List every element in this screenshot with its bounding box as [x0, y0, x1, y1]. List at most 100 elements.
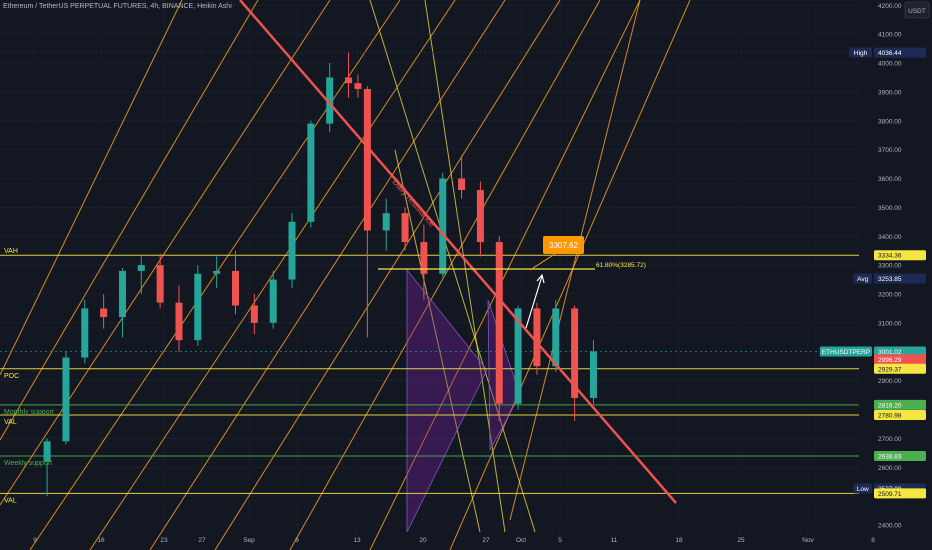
time-tick: 6: [295, 537, 299, 544]
time-tick: 18: [675, 537, 683, 544]
time-tick: 27: [198, 537, 206, 544]
candle-body: [345, 77, 353, 84]
fan-line: [214, 0, 561, 550]
candle-body: [458, 178, 466, 191]
price-markers: 4036.44High3334.363253.85Avg3001.0203:23…: [819, 47, 926, 499]
candles: [43, 52, 597, 497]
price-marker-value: 2780.98: [878, 412, 902, 419]
time-tick: 16: [97, 537, 105, 544]
triangle-pattern: [406, 268, 488, 533]
currency-badge-box[interactable]: [904, 1, 930, 19]
candle-body: [175, 302, 183, 341]
level-label: VAH: [4, 248, 18, 255]
time-axis[interactable]: 9 16 23 27 Sep 6 13 20 27 Oct 5 11 18 25 Nov 8: [33, 537, 875, 544]
candle-body: [533, 308, 541, 367]
gann-fan-lines: [0, 0, 691, 550]
price-grid: [0, 4, 859, 526]
candle-body: [439, 178, 447, 274]
price-marker-value: 2996.29: [878, 357, 902, 364]
price-marker-tag-text: Avg: [857, 276, 868, 283]
time-tick: 9: [33, 537, 37, 544]
price-marker: [874, 409, 926, 420]
price-marker: [874, 363, 926, 374]
target-callout[interactable]: 3307.62: [543, 236, 584, 254]
price-marker-value: 3334.36: [878, 253, 902, 260]
candle-body: [552, 308, 560, 367]
price-marker-value: 4036.44: [878, 50, 902, 57]
candle-body: [250, 305, 258, 323]
fan-line: [0, 0, 183, 376]
arrow-shaft: [525, 275, 543, 329]
price-tick: 2400.00: [878, 523, 902, 530]
time-tick: 20: [419, 537, 427, 544]
price-tick: 2600.00: [878, 465, 902, 472]
price-marker-value: 3253.85: [878, 276, 902, 283]
price-marker-value: 2816.20: [878, 402, 902, 409]
price-tick: 3900.00: [878, 89, 902, 96]
price-marker-value: 3001.02: [878, 349, 902, 356]
price-marker-tag-text: Low: [857, 486, 869, 493]
candle-body: [100, 308, 108, 318]
currency-badge[interactable]: USDT: [904, 1, 930, 19]
level-label: VAL: [4, 497, 17, 504]
price-marker-tag-text: ETHUSDTPERP: [822, 349, 870, 356]
price-marker-value: 2638.83: [878, 454, 902, 461]
candle-body: [495, 242, 503, 404]
time-tick: Sep: [243, 537, 255, 544]
price-tick: 3800.00: [878, 118, 902, 125]
candle-body: [354, 83, 362, 89]
time-tick: 13: [353, 537, 361, 544]
candle-body: [269, 279, 277, 323]
arrow-head-icon: [536, 273, 545, 284]
candle-body: [156, 265, 164, 303]
price-tick: 2900.00: [878, 378, 902, 385]
level-label: Monthly support: [4, 409, 54, 416]
price-marker-tag-text: High: [854, 50, 868, 57]
level-label: VAL: [4, 419, 17, 426]
time-tick: 23: [160, 537, 168, 544]
price-tick: 4000.00: [878, 61, 902, 68]
fan-line: [509, 0, 641, 521]
candle-body: [514, 308, 522, 404]
time-tick: 5: [558, 537, 562, 544]
candle-body: [137, 265, 145, 271]
candle-body: [363, 88, 371, 231]
price-marker-tag: [853, 273, 872, 284]
trendline-line[interactable]: [239, 0, 677, 504]
price-tick: 3200.00: [878, 292, 902, 299]
candle-body: [213, 270, 221, 274]
candle-body: [326, 77, 334, 124]
fan-line: [89, 0, 456, 550]
level-label: POC: [4, 373, 19, 380]
target-box[interactable]: [543, 236, 584, 254]
time-tick: 25: [737, 537, 745, 544]
price-marker-tag: [849, 47, 872, 58]
price-marker-value: 2929.37: [878, 366, 902, 373]
candle-body: [194, 273, 202, 341]
candle-body: [288, 221, 296, 280]
candle-body: [81, 308, 89, 358]
fan-line: [149, 0, 506, 550]
fan-line: [369, 0, 641, 550]
candle-body: [307, 123, 315, 222]
fan-line: [0, 0, 259, 441]
price-marker: [874, 47, 926, 58]
price-tick: 4200.00: [878, 3, 902, 10]
fan-line-yellow: [424, 0, 506, 533]
fan-line-yellow: [369, 0, 536, 533]
candle-body: [382, 213, 390, 231]
fan-line: [449, 0, 691, 550]
target-arrow: [525, 253, 556, 329]
price-tick: 2700.00: [878, 436, 902, 443]
price-marker: [874, 273, 926, 284]
candle-body: [401, 213, 409, 243]
target-leader: [529, 253, 556, 271]
time-tick: 27: [482, 537, 490, 544]
price-marker: [874, 399, 926, 410]
fan-line: [29, 0, 401, 550]
candle-body: [476, 190, 484, 243]
currency-label: USDT: [908, 8, 926, 15]
price-marker-tag: [819, 346, 872, 357]
candle-body: [420, 242, 428, 274]
